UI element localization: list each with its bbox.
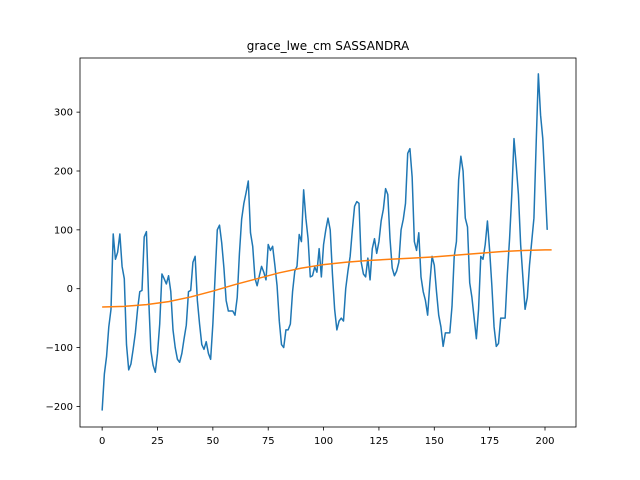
x-tick-label: 200 [535,436,554,447]
y-tick-label: 100 [54,225,73,236]
plot-area [80,58,576,427]
x-axis: 0 25 50 75 100 125 150 175 200 [99,427,555,447]
x-tick-label: 0 [99,436,105,447]
x-tick-label: 125 [369,436,388,447]
y-tick-label: 300 [54,108,73,119]
series-line-1 [101,73,548,411]
x-tick-label: 175 [480,436,499,447]
y-tick-label: 0 [67,284,73,295]
plot-background [80,58,576,427]
x-tick-label: 75 [262,436,275,447]
series-line-2 [102,249,552,308]
y-tick-label: −100 [46,343,73,354]
x-tick-label: 100 [314,436,333,447]
y-tick-label: −200 [46,402,73,413]
x-tick-label: 150 [425,436,444,447]
y-axis: −200 −100 0 100 200 300 [46,108,80,413]
plot-frame [79,57,577,428]
chart-title: grace_lwe_cm SASSANDRA [247,39,410,53]
x-tick-label: 50 [206,436,219,447]
series-layer [101,73,552,411]
y-tick-label: 200 [54,166,73,177]
x-tick-label: 25 [151,436,164,447]
